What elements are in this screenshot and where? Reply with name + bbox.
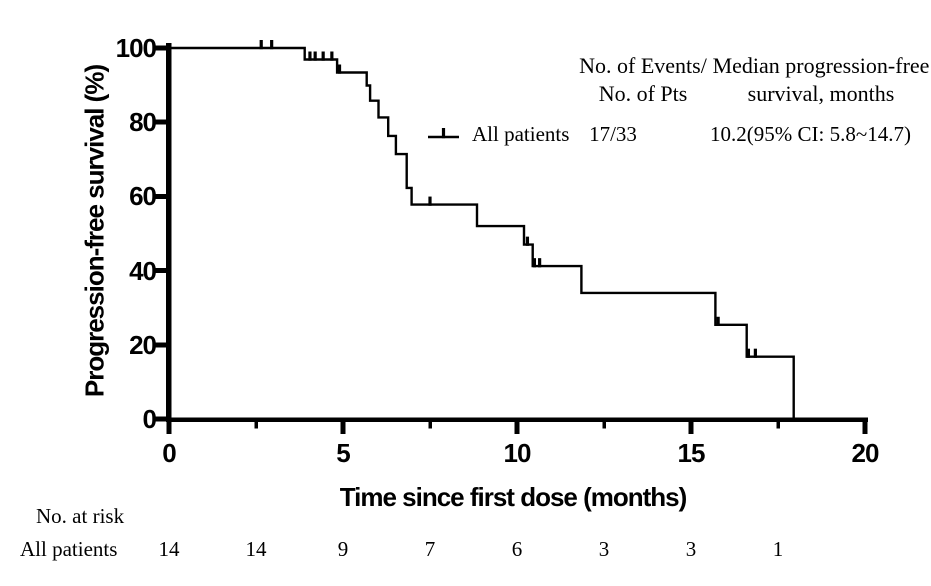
events-header-line1: No. of Events/ xyxy=(579,53,707,78)
at-risk-count: 14 xyxy=(158,537,180,561)
at-risk-title: No. at risk xyxy=(36,504,125,528)
x-tick-label: 0 xyxy=(162,438,176,468)
x-tick-label: 5 xyxy=(336,438,350,468)
y-tick-label: 40 xyxy=(129,255,157,286)
at-risk-count: 6 xyxy=(511,537,523,561)
at-risk-row-label: All patients xyxy=(20,537,118,561)
events-column-header: No. of Events/ No. of Pts xyxy=(533,52,753,108)
legend-key-symbol xyxy=(428,128,459,139)
median-column-header: Median progression-free survival, months xyxy=(690,52,931,108)
at-risk-count: 14 xyxy=(245,537,267,561)
x-tick-label: 10 xyxy=(503,438,532,468)
y-tick-label: 0 xyxy=(142,404,157,434)
x-axis-title: Time since first dose (months) xyxy=(339,482,688,512)
median-header-line1: Median progression-free xyxy=(712,53,930,78)
x-tick-label: 15 xyxy=(677,438,706,468)
y-tick-label: 80 xyxy=(129,107,157,138)
at-risk-count: 3 xyxy=(685,537,697,561)
y-tick-label: 100 xyxy=(115,33,157,63)
legend-median-value: 10.2(95% CI: 5.8~14.7) xyxy=(710,122,911,146)
censor-ticks xyxy=(259,40,757,358)
x-tick-label: 20 xyxy=(851,438,880,468)
median-header-line2: survival, months xyxy=(747,81,895,106)
survival-curve-all-patients xyxy=(169,46,795,419)
events-header-line2: No. of Pts xyxy=(598,81,688,106)
y-tick-label: 60 xyxy=(129,181,157,212)
at-risk-count: 1 xyxy=(772,537,784,561)
axes xyxy=(154,43,868,434)
at-risk-count: 3 xyxy=(598,537,610,561)
at-risk-count: 7 xyxy=(424,537,436,561)
at-risk-count: 9 xyxy=(337,537,349,561)
y-tick-label: 20 xyxy=(129,329,157,360)
legend-series-label: All patients xyxy=(472,122,570,146)
legend-events-value: 17/33 xyxy=(589,122,637,146)
